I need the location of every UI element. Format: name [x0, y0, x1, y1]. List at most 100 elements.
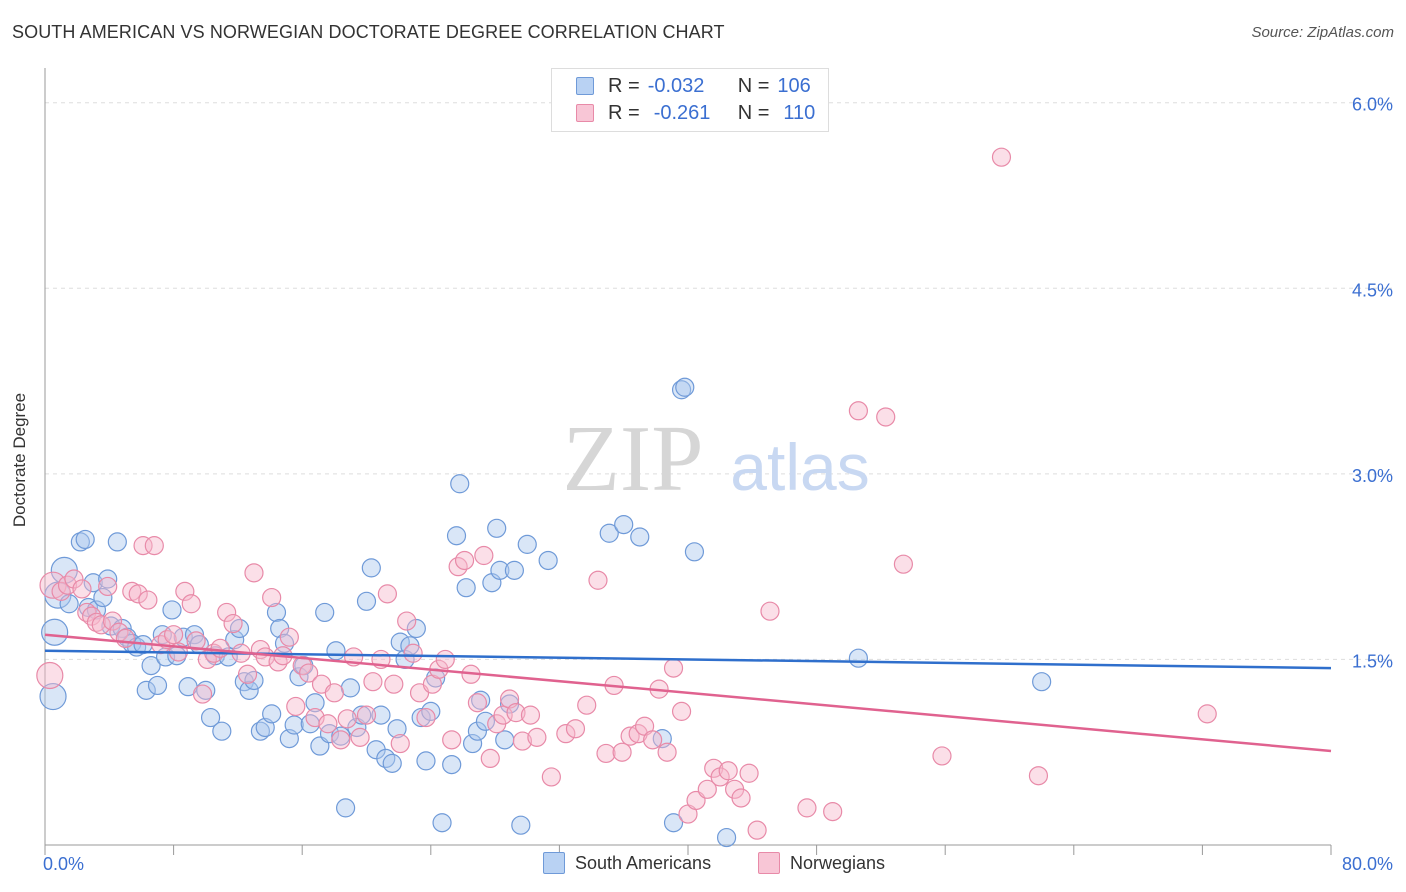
legend-item-south-americans: South Americans [543, 852, 711, 874]
norwegian-point [331, 730, 351, 750]
norwegian-point [397, 611, 417, 631]
n-value: 106 [777, 74, 811, 97]
south-american-point [411, 707, 431, 728]
norwegian-point [262, 587, 282, 608]
south-american-point [266, 602, 287, 623]
blue-swatch [543, 852, 565, 874]
south-american-point [196, 680, 216, 700]
norwegian-point [356, 705, 377, 725]
south-american-point [675, 377, 695, 397]
norwegian-point [760, 601, 780, 621]
south-american-point [289, 667, 309, 687]
south-american-point [93, 587, 113, 608]
y-axis-label: Doctorate Degree [10, 392, 29, 528]
norwegians-trend-line [44, 633, 1332, 753]
south-american-point [716, 827, 737, 848]
south-american-point [284, 715, 304, 735]
south-american-point [41, 618, 69, 646]
norwegian-point [223, 613, 243, 634]
norwegian-point [115, 628, 135, 649]
norwegian-point [480, 748, 500, 769]
norwegian-point [643, 730, 663, 750]
norwegian-point [512, 731, 533, 751]
norwegian-point [848, 401, 868, 421]
norwegian-point [823, 801, 843, 822]
norwegian-point [175, 581, 195, 601]
south-american-point [450, 474, 470, 494]
source-credit: Source: ZipAtlas.com [1251, 24, 1394, 41]
south-american-point [671, 380, 692, 400]
norwegian-point [72, 579, 92, 599]
south-american-point [475, 711, 496, 731]
norwegian-point [474, 545, 494, 566]
south-american-point [136, 680, 156, 700]
norwegian-point [932, 746, 952, 766]
norwegian-point [128, 584, 148, 604]
south-american-point [371, 705, 391, 725]
n-label: N = [737, 74, 770, 97]
norwegian-point [192, 684, 213, 704]
r-label: R = [608, 101, 640, 124]
norwegian-point [324, 683, 344, 703]
south-american-point [487, 518, 507, 538]
norwegian-point [377, 584, 397, 604]
legend-item-norwegians: Norwegians [758, 852, 885, 874]
x-tick-label: 0.0% [43, 854, 84, 874]
norwegian-point [318, 714, 338, 734]
norwegian-point [133, 536, 153, 556]
south-american-point [406, 618, 426, 639]
norwegian-point [671, 701, 692, 721]
norwegian-point [893, 554, 914, 574]
south-american-point [319, 724, 340, 744]
n-label: N = [737, 101, 770, 124]
norwegian-point [657, 742, 677, 762]
watermark-zip: ZIP [563, 407, 704, 511]
norwegian-point [102, 611, 123, 631]
norwegian-point [467, 693, 488, 713]
south-american-point [356, 591, 377, 611]
norwegian-point [350, 727, 370, 747]
y-tick-label: 4.5% [1352, 280, 1393, 300]
watermark: ZIP atlas [563, 407, 870, 511]
norwegian-point [279, 627, 299, 647]
south-american-point [83, 573, 103, 593]
y-tick-label: 6.0% [1352, 95, 1393, 115]
norwegian-point [527, 727, 547, 747]
south-american-point [1032, 672, 1052, 692]
norwegian-point [454, 550, 475, 571]
norwegian-point [237, 664, 258, 684]
norwegian-point [620, 726, 640, 746]
norwegian-point [39, 571, 67, 599]
x-tick-label: 80.0% [1342, 854, 1393, 874]
south-american-point [663, 813, 684, 833]
norwegian-point [588, 570, 608, 590]
watermark-atlas: atlas [730, 430, 869, 504]
axes [44, 68, 1332, 855]
south-american-point [456, 578, 476, 598]
norwegian-point [565, 719, 586, 739]
south-american-point [239, 680, 259, 700]
norwegian-point [797, 798, 817, 818]
south-american-point [200, 707, 221, 728]
south-american-point [184, 625, 205, 645]
norwegian-point [64, 569, 84, 589]
south-american-point [467, 721, 488, 741]
norwegian-point [506, 703, 526, 723]
legend-label: South Americans [575, 852, 712, 873]
norwegian-point [663, 658, 684, 678]
south-american-point [471, 690, 491, 710]
norwegian-point [286, 696, 306, 717]
norwegian-point [577, 695, 597, 715]
south-american-point [162, 600, 182, 620]
y-tick-label: 1.5% [1352, 651, 1393, 671]
south-american-point [75, 529, 95, 550]
south-american-point [361, 558, 381, 578]
stats-legend: R = -0.032 N = 106 R = -0.261 N = 110 [551, 68, 829, 132]
r-value: -0.032 [647, 74, 705, 97]
south-american-point [538, 550, 558, 571]
south-american-point [262, 704, 282, 724]
norwegian-point [217, 602, 237, 623]
south-american-point [315, 602, 335, 623]
norwegian-point [416, 707, 436, 728]
south-american-point [490, 560, 510, 580]
